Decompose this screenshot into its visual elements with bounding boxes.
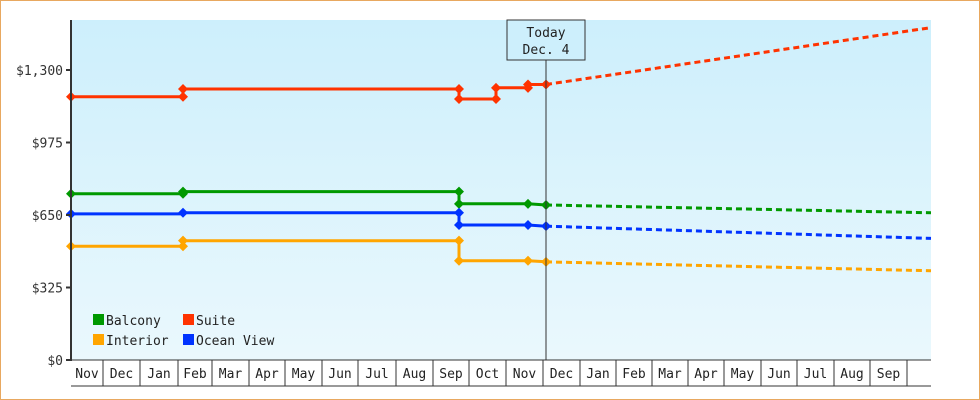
data-point-marker[interactable] <box>454 83 464 94</box>
today-label-box <box>506 19 586 61</box>
y-tick-label: $650 <box>32 209 63 224</box>
x-month-label: Sep <box>439 367 463 382</box>
legend-swatch <box>93 334 104 345</box>
x-month-label: Mar <box>658 367 682 382</box>
data-point-marker[interactable] <box>454 198 464 209</box>
data-point-marker[interactable] <box>178 235 188 246</box>
legend-label: Ocean View <box>196 334 274 349</box>
x-month-label: Dec <box>110 367 133 382</box>
y-tick-label: $325 <box>32 282 63 297</box>
data-point-marker[interactable] <box>178 207 188 218</box>
data-point-marker[interactable] <box>454 186 464 197</box>
x-month-label: Feb <box>622 367 646 382</box>
data-point-marker[interactable] <box>454 235 464 246</box>
legend-label: Balcony <box>106 314 161 329</box>
today-marker: Today Dec. 4 <box>506 19 586 360</box>
x-month-label: Jan <box>147 367 170 382</box>
x-month-label: Jul <box>804 367 827 382</box>
series-balcony <box>66 186 932 215</box>
legend-label: Suite <box>196 314 235 329</box>
x-month-label: Jun <box>767 367 790 382</box>
today-date: Dec. 4 <box>523 43 570 58</box>
plot-area <box>71 20 931 360</box>
y-tick-label: $0 <box>47 354 63 369</box>
x-month-label: Feb <box>183 367 207 382</box>
data-point-marker[interactable] <box>454 94 464 104</box>
data-point-marker[interactable] <box>178 83 188 94</box>
series-layer <box>66 26 932 273</box>
legend-swatch <box>183 314 194 325</box>
x-month-label: Jul <box>365 367 388 382</box>
x-month-label: Apr <box>255 367 279 382</box>
data-point-marker[interactable] <box>178 241 188 252</box>
data-point-marker[interactable] <box>523 79 533 90</box>
x-month-label: Mar <box>219 367 243 382</box>
legend-swatch <box>183 334 194 345</box>
x-month-label: Aug <box>403 367 426 382</box>
x-month-label: Nov <box>513 367 537 382</box>
legend-item-ocean-view[interactable]: Ocean View <box>183 334 274 349</box>
legend-item-suite[interactable]: Suite <box>183 314 235 329</box>
data-point-marker[interactable] <box>491 82 501 93</box>
data-point-marker[interactable] <box>523 198 533 209</box>
x-month-label: Oct <box>476 367 499 382</box>
x-month-label: May <box>292 367 316 382</box>
legend: Balcony Suite Interior Ocean View <box>93 314 274 349</box>
legend-swatch <box>93 314 104 325</box>
legend-label: Interior <box>106 334 169 349</box>
data-point-marker[interactable] <box>523 255 533 266</box>
today-label: Today <box>526 26 565 41</box>
data-point-marker[interactable] <box>178 91 188 102</box>
x-month-label: Nov <box>75 367 99 382</box>
x-axis-months: Nov Dec Jan Feb Mar Apr May Jun Jul Aug Sep Oct Nov D… <box>71 359 931 387</box>
forecast-line <box>545 224 932 240</box>
forecast-line <box>545 203 932 215</box>
series-interior <box>66 235 932 273</box>
x-month-label: Aug <box>840 367 863 382</box>
x-month-label: Dec <box>550 367 573 382</box>
axes: $0 $325 $650 $975 $1,300 <box>16 20 72 369</box>
data-point-marker[interactable] <box>454 255 464 266</box>
x-month-label: May <box>731 367 755 382</box>
x-month-label: Apr <box>694 367 718 382</box>
x-month-label: Jun <box>328 367 351 382</box>
forecast-line <box>545 26 932 86</box>
y-tick-label: $1,300 <box>16 64 63 79</box>
data-point-marker[interactable] <box>454 207 464 218</box>
forecast-line <box>545 260 932 273</box>
series-suite <box>66 26 932 104</box>
legend-item-interior[interactable]: Interior <box>93 334 169 349</box>
series-ocean-view <box>66 207 932 240</box>
legend-item-balcony[interactable]: Balcony <box>93 314 161 329</box>
data-point-marker[interactable] <box>454 220 464 231</box>
y-tick-label: $975 <box>32 137 63 152</box>
data-point-marker[interactable] <box>523 220 533 231</box>
data-point-marker[interactable] <box>491 94 501 104</box>
data-point-marker[interactable] <box>178 186 188 197</box>
x-month-label: Jan <box>586 367 609 382</box>
x-month-label: Sep <box>877 367 901 382</box>
